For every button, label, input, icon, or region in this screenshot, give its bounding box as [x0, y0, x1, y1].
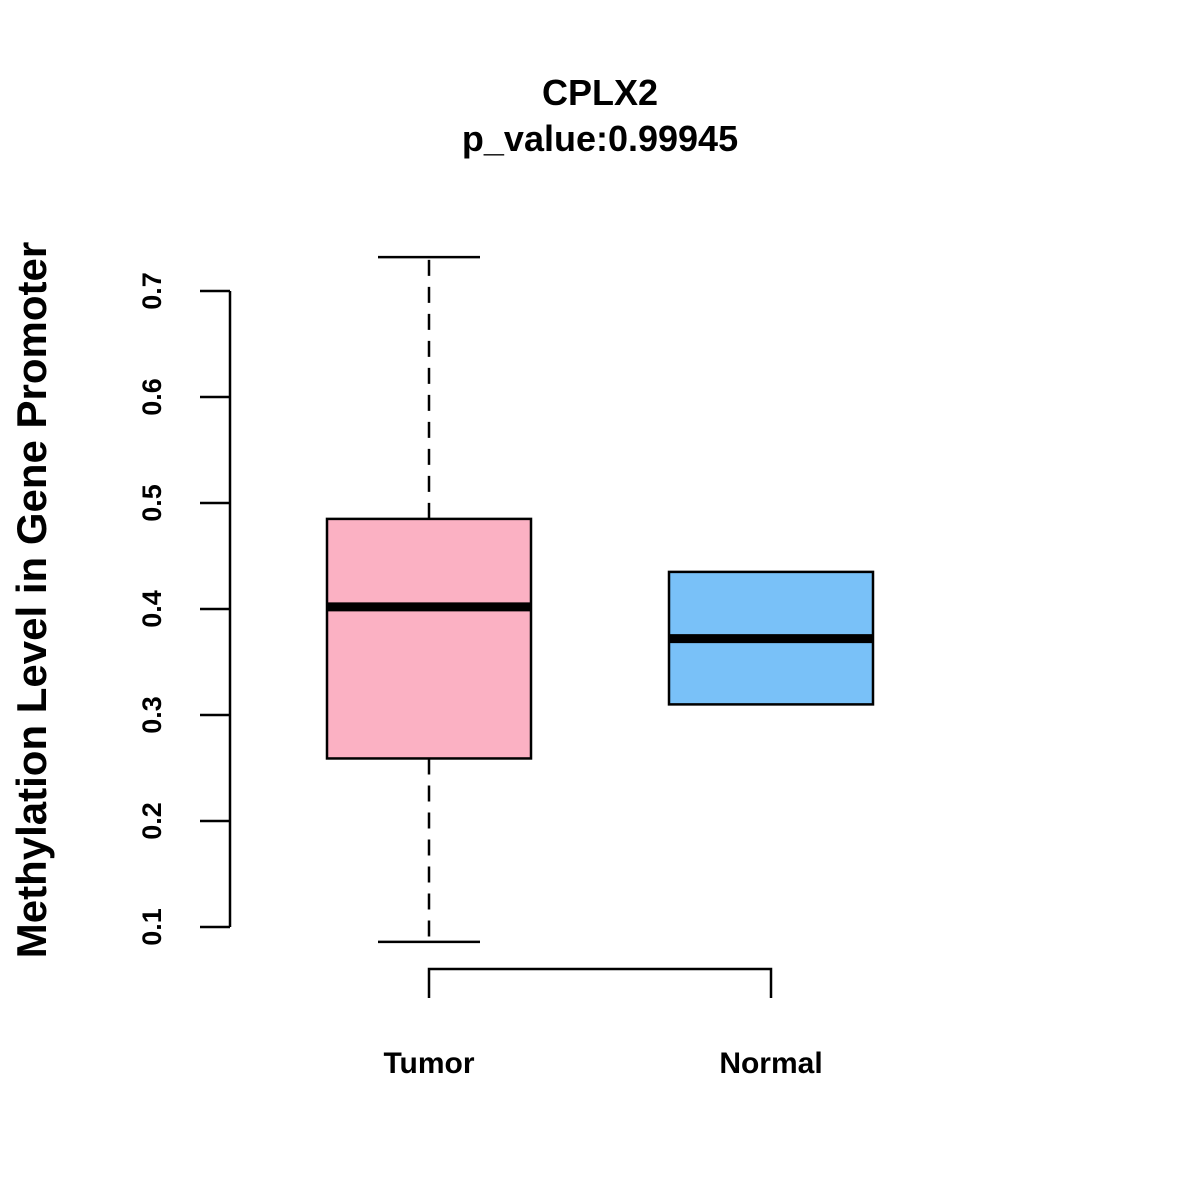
- box-iqr: [325, 517, 533, 760]
- x-category-label: Normal: [719, 1047, 822, 1080]
- chart-title: CPLX2: [542, 72, 658, 113]
- box-group-tumor: [325, 255, 533, 944]
- y-tick-label: 0.7: [137, 272, 167, 310]
- y-tick-label: 0.2: [137, 802, 167, 840]
- y-axis-label: Methylation Level in Gene Promoter: [8, 242, 55, 958]
- y-axis: 0.1 0.2 0.3 0.4 0.5 0.6 0.7: [137, 272, 232, 946]
- x-category-label: Tumor: [383, 1047, 474, 1080]
- box-group-normal: [667, 570, 875, 706]
- y-tick-label: 0.4: [137, 590, 167, 628]
- box-groups: [325, 255, 875, 944]
- comparison-bracket: [427, 967, 773, 998]
- y-tick-label: 0.6: [137, 378, 167, 416]
- chart-subtitle: p_value:0.99945: [462, 118, 738, 159]
- y-tick-label: 0.3: [137, 696, 167, 734]
- y-tick-label: 0.5: [137, 484, 167, 522]
- x-axis-labels: Tumor Normal: [383, 1047, 822, 1080]
- bracket-line: [427, 967, 773, 998]
- y-tick-label: 0.1: [137, 908, 167, 946]
